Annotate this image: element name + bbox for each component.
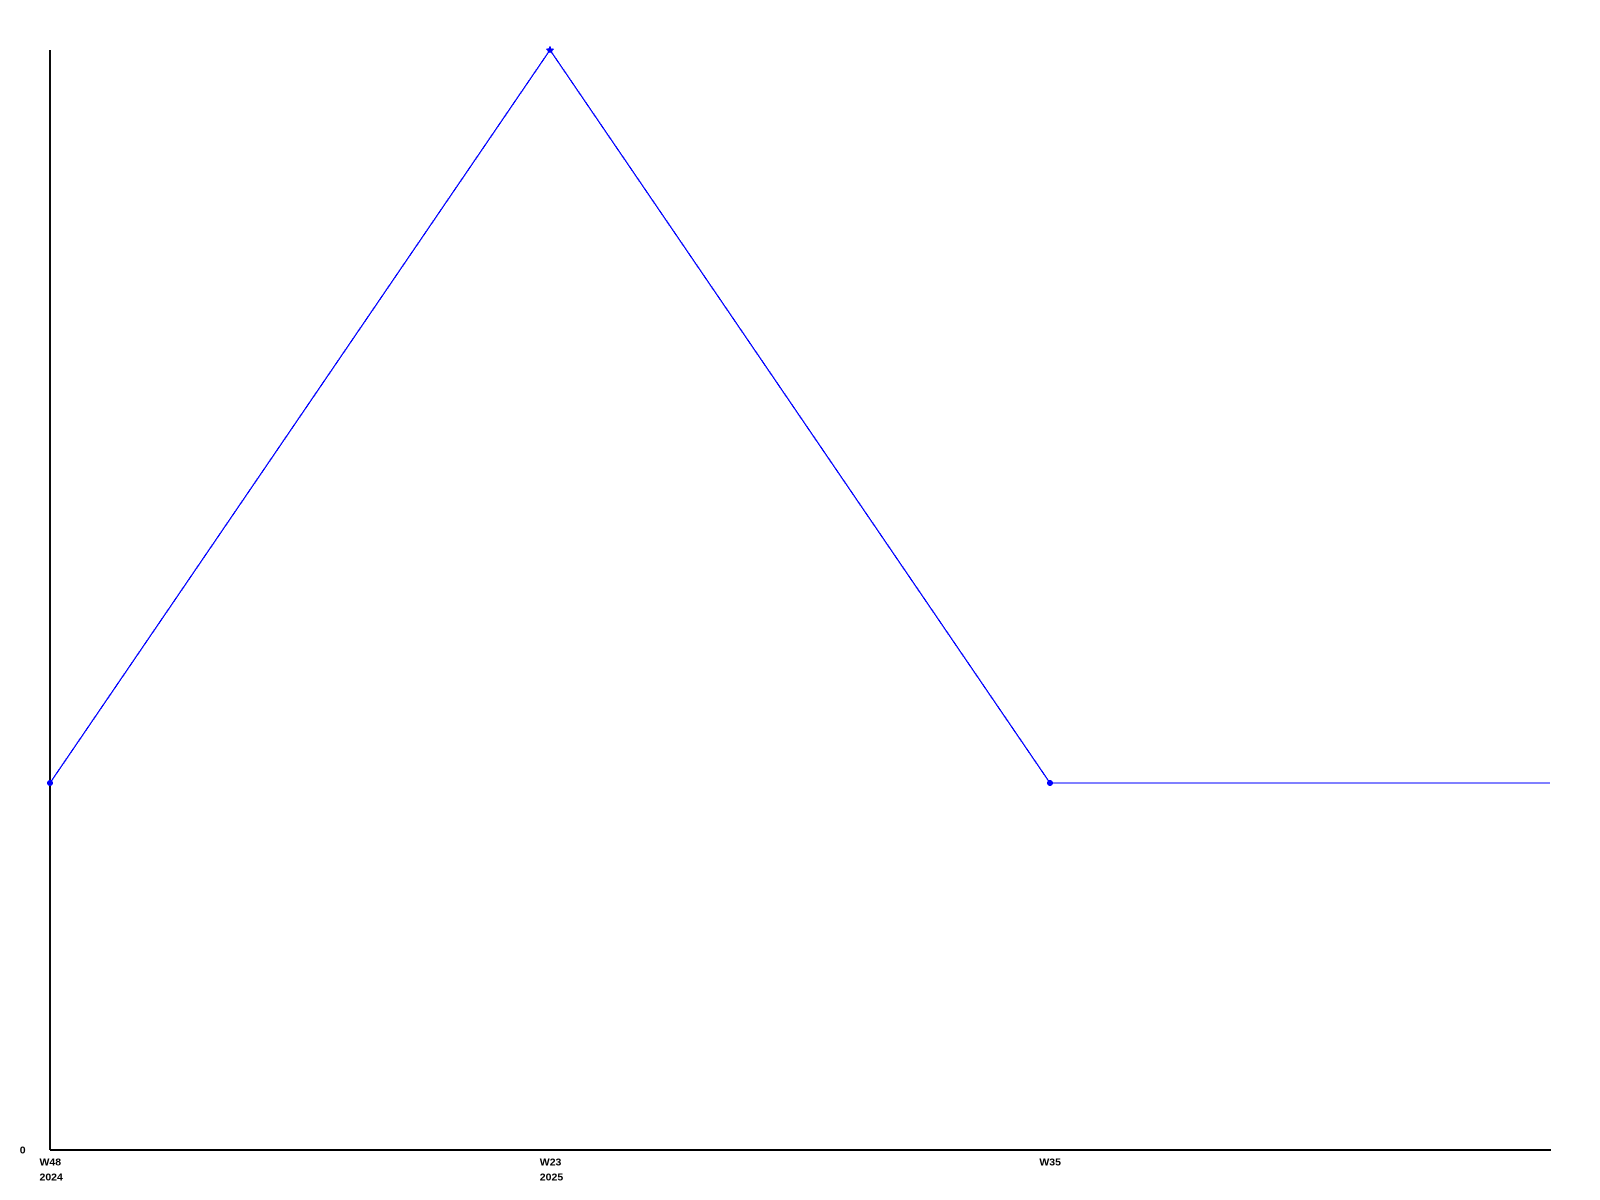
svg-text:0: 0: [20, 1144, 26, 1156]
svg-text:W48: W48: [40, 1157, 62, 1169]
svg-text:2024: 2024: [40, 1171, 64, 1183]
svg-text:W23: W23: [540, 1157, 562, 1169]
svg-text:2025: 2025: [540, 1171, 564, 1183]
svg-text:W35: W35: [1039, 1157, 1061, 1169]
